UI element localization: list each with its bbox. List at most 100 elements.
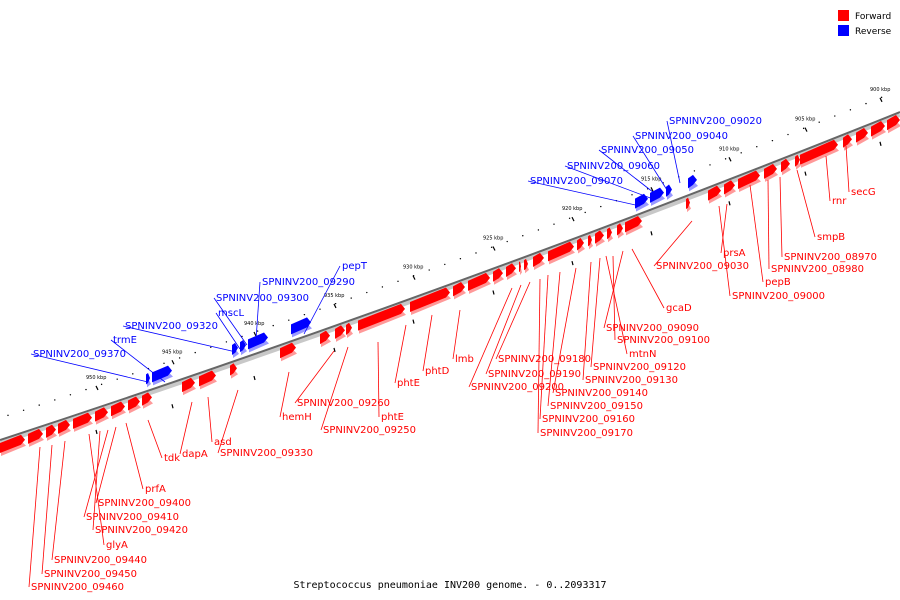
tick-mark-lower <box>412 319 415 324</box>
forward-gene-arrow <box>781 158 791 176</box>
forward-gene-label: smpB <box>817 232 845 243</box>
forward-gene-arrow <box>595 230 605 247</box>
tick-mark-lower <box>571 261 574 266</box>
scale-dot <box>7 414 9 417</box>
forward-gene-arrow <box>182 377 196 396</box>
forward-gene-arrow-body <box>795 154 800 167</box>
tick-mark-lower <box>879 141 882 146</box>
scale-dot <box>740 152 742 154</box>
tick-mark-lower <box>253 375 256 381</box>
leader-line <box>720 203 728 254</box>
tick-label: 940 kbp <box>244 321 264 327</box>
genome-caption: Streptococcus pneumoniae INV200 genome. … <box>293 580 606 591</box>
forward-gene-arrow-body <box>871 121 885 137</box>
forward-gene-arrow-body <box>588 234 592 247</box>
forward-gene-arrow-body <box>453 282 465 297</box>
forward-gene-arrow-body <box>781 158 790 173</box>
tick-mark-lower <box>650 231 653 236</box>
forward-gene-arrow-body <box>199 370 216 387</box>
forward-gene-arrow-body <box>519 261 521 273</box>
reverse-gene-arrow-body <box>666 184 672 197</box>
forward-gene-label: pepB <box>765 277 791 288</box>
forward-gene-label: SPNINV200_08980 <box>771 264 864 275</box>
reverse-gene-arrow-body <box>240 340 246 353</box>
scale-dot <box>38 404 40 406</box>
reverse-gene-arrow-shade <box>153 372 173 386</box>
legend-forward-swatch <box>838 10 849 21</box>
forward-gene-label: SPNINV200_09180 <box>498 354 591 365</box>
reverse-gene-arrow <box>240 340 247 356</box>
axis-line <box>0 111 900 441</box>
forward-gene-arrow-body <box>800 139 838 165</box>
forward-gene-label: lmb <box>455 354 474 365</box>
forward-gene-label: SPNINV200_08970 <box>784 252 877 263</box>
leader-line <box>215 312 241 350</box>
forward-gene-arrow-body <box>335 325 345 339</box>
reverse-gene-label: SPNINV200_09060 <box>567 161 660 172</box>
scale-dot <box>787 133 789 136</box>
reverse-gene-arrow-body <box>232 342 238 355</box>
forward-gene-label: prfA <box>145 484 166 495</box>
reverse-gene-arrow-body <box>152 365 172 383</box>
tick-mark-lower <box>95 429 98 435</box>
forward-gene-arrow <box>73 412 93 432</box>
forward-gene-arrow-body <box>280 342 296 359</box>
reverse-gene-arrow <box>248 332 269 353</box>
forward-gene-label: SPNINV200_09250 <box>323 425 416 436</box>
forward-gene-arrow <box>358 303 406 334</box>
forward-gene-arrow-body <box>577 237 584 251</box>
forward-gene-arrow-body <box>410 287 450 313</box>
tick-mark <box>492 246 496 251</box>
forward-gene-arrow-body <box>468 272 490 291</box>
leader-line <box>125 422 144 490</box>
tick-label: 910 kbp <box>719 146 739 152</box>
forward-gene-arrow <box>887 115 900 134</box>
tick-mark <box>171 359 175 365</box>
forward-gene-arrow <box>95 407 109 425</box>
forward-gene-arrow-shade <box>359 310 406 334</box>
forward-gene-arrow-shade <box>725 187 736 198</box>
leader-line <box>485 284 522 375</box>
forward-gene-arrow-shade <box>872 128 886 140</box>
scale-dot <box>818 121 820 123</box>
scale-dot <box>600 205 602 208</box>
scale-dot <box>100 383 103 386</box>
leader-line <box>632 135 668 191</box>
forward-gene-label: dapA <box>182 449 208 460</box>
scale-dot <box>210 346 212 348</box>
reverse-gene-arrow <box>635 193 649 212</box>
reverse-gene-arrow <box>152 365 173 386</box>
forward-gene-arrow-body <box>128 396 140 411</box>
tick-label: 900 kbp <box>870 87 890 93</box>
tick-layer: 900 kbp 905 kbp 910 kbp 915 kbp 920 kbp 925 k… <box>86 87 890 435</box>
forward-gene-arrow-body <box>346 322 352 335</box>
forward-gene-arrow-shade <box>183 384 196 396</box>
leader-line <box>564 165 654 200</box>
forward-gene-arrow <box>607 227 613 243</box>
leader-line <box>825 155 831 202</box>
reverse-gene-label: SPNINV200_09040 <box>635 131 728 142</box>
forward-gene-arrow <box>111 401 126 420</box>
reverse-gene-label: SPNINV200_09020 <box>669 116 762 127</box>
forward-gene-arrow <box>142 392 153 409</box>
reverse-gene-arrow <box>146 373 151 388</box>
tick-mark <box>804 127 808 132</box>
leader-line <box>28 446 41 588</box>
scale-dot <box>256 330 259 332</box>
forward-gene-arrow <box>724 180 736 198</box>
scale-dot <box>631 194 633 196</box>
forward-gene-arrow <box>199 370 217 390</box>
leader-line <box>147 419 163 459</box>
forward-gene-label: SPNINV200_09130 <box>585 375 678 386</box>
forward-gene-label: SPNINV200_09100 <box>617 335 710 346</box>
legend-reverse-swatch <box>838 25 849 36</box>
tick-mark-lower <box>728 201 731 206</box>
forward-gene-arrow <box>800 139 839 168</box>
leader-line <box>279 371 290 418</box>
leader-line <box>422 314 433 372</box>
forward-gene-label: SPNINV200_09410 <box>86 512 179 523</box>
leader-line <box>537 278 541 434</box>
scale-dot <box>116 378 118 380</box>
reverse-gene-arrow <box>666 184 673 200</box>
leader-line <box>30 353 149 383</box>
